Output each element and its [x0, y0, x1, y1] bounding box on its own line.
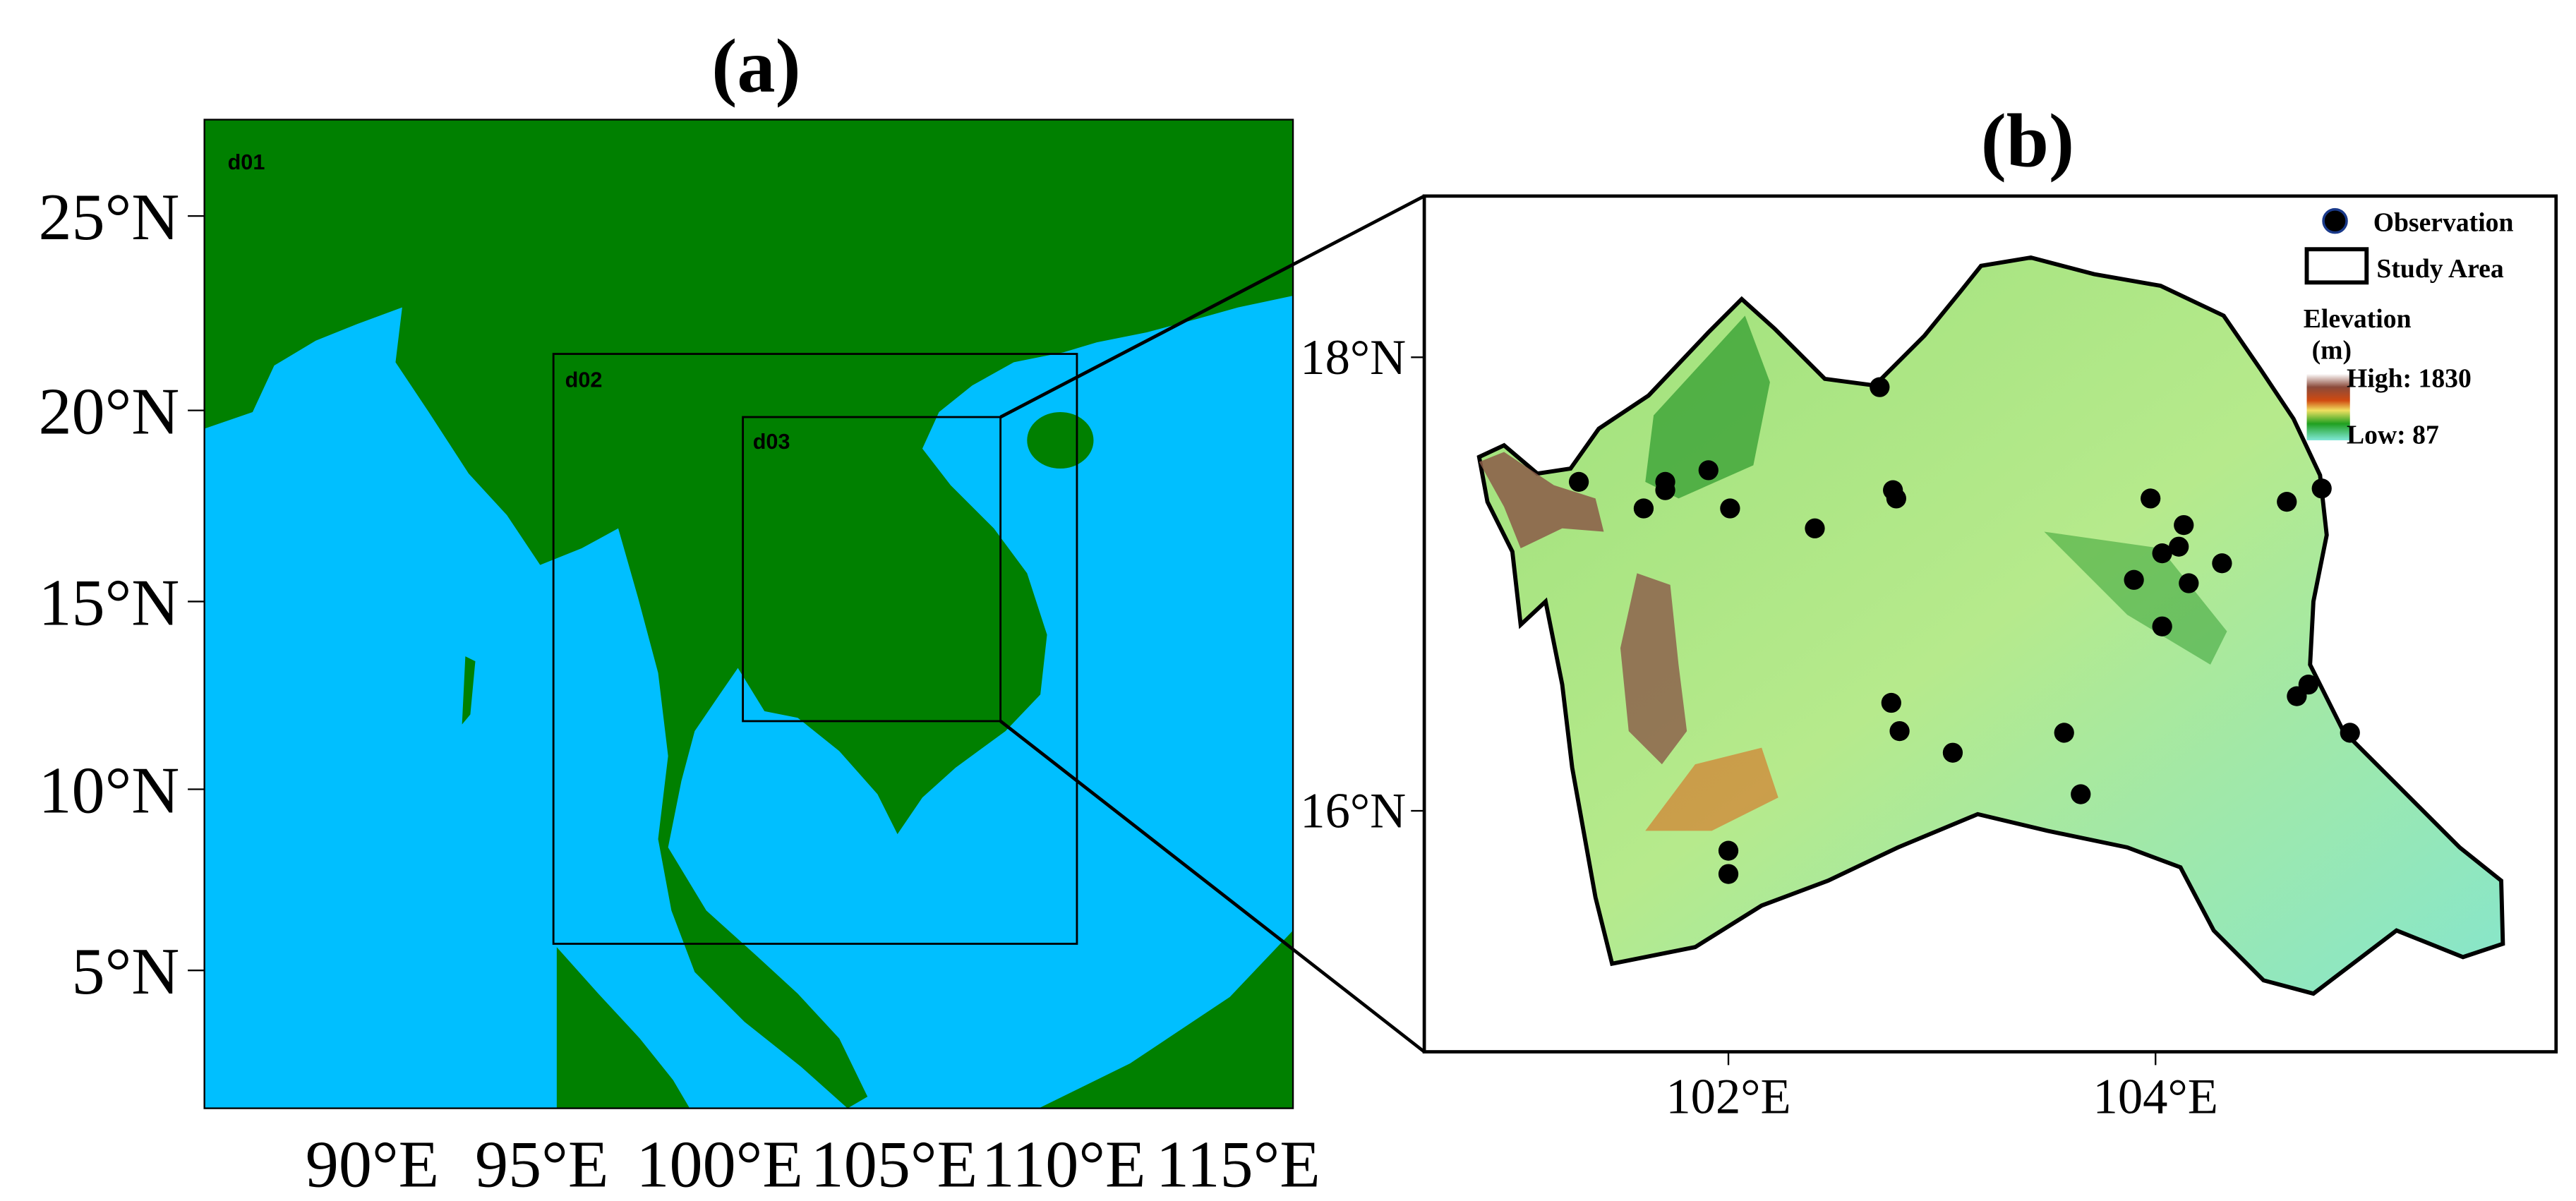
domain-box	[552, 353, 1078, 945]
observation	[1718, 840, 1739, 861]
legend-label: Study Area	[2376, 254, 2503, 284]
x-tick-label: 90°E	[306, 1128, 439, 1201]
highland	[1645, 747, 1778, 831]
panel-label: (a)	[711, 24, 800, 109]
land	[556, 947, 690, 1109]
highland	[1620, 573, 1687, 765]
highland	[1645, 315, 1770, 499]
observation	[2298, 675, 2318, 695]
observation	[1889, 720, 1910, 742]
observation	[1870, 377, 1890, 397]
x-tick-label: 100°E	[636, 1128, 802, 1201]
panel-label: (b)	[1981, 98, 2074, 183]
observations	[1568, 377, 2360, 884]
observation	[2124, 569, 2144, 590]
legend-label: Observation	[2373, 207, 2514, 237]
domain-label: d03	[753, 430, 790, 454]
legend-title: Elevation	[2304, 304, 2412, 334]
x-tick-label: 105°E	[811, 1128, 977, 1201]
x-tick-label: 95°E	[475, 1128, 608, 1201]
observation	[1720, 498, 1740, 519]
observation	[1886, 488, 1906, 509]
legend: Observation Study Area Elevation (m) Hig…	[2304, 207, 2514, 449]
observation	[2054, 723, 2074, 743]
x-tick-label: 115°E	[1156, 1128, 1320, 1201]
x-ticks-a: 90°E 95°E 100°E 105°E 110°E 115°E	[306, 1128, 1320, 1201]
y-tick-label: 15°N	[38, 566, 179, 639]
observation	[1718, 864, 1739, 884]
y-ticks-a: 25°N 20°N 15°N 10°N 5°N	[38, 181, 205, 1008]
observation	[2152, 616, 2172, 636]
observation	[1881, 692, 1901, 713]
y-tick-label: 5°N	[72, 935, 180, 1008]
observation	[2212, 553, 2232, 574]
observation	[2179, 573, 2199, 593]
map-a	[204, 119, 1294, 1109]
land	[1038, 930, 1294, 1109]
x-tick-label: 110°E	[982, 1128, 1146, 1201]
y-tick-label: 10°N	[38, 754, 179, 827]
observation	[1698, 460, 1719, 481]
observation	[1805, 518, 1825, 538]
observation	[2174, 514, 2194, 536]
land	[204, 119, 1294, 1109]
legend-unit: (m)	[2312, 336, 2352, 366]
y-tick-label: 18°N	[1300, 330, 1406, 385]
domain-label: d01	[228, 150, 265, 174]
observation	[1655, 480, 1675, 500]
y-tick-label: 16°N	[1300, 784, 1406, 839]
island	[1027, 411, 1094, 469]
observation	[1568, 471, 1589, 493]
land	[462, 656, 476, 725]
observation	[2152, 543, 2172, 564]
highland	[1479, 452, 1604, 549]
x-ticks-b: 102°E 104°E	[1666, 1051, 2218, 1125]
observation	[2277, 492, 2297, 512]
observation	[2071, 784, 2091, 804]
observation	[2141, 488, 2161, 509]
domain-label: d02	[565, 368, 603, 392]
x-tick-label: 104°E	[2093, 1070, 2218, 1125]
x-tick-label: 102°E	[1666, 1070, 1790, 1125]
observation	[2340, 723, 2360, 743]
domain-box	[742, 416, 1002, 723]
legend-marker	[2322, 207, 2348, 234]
observation	[1942, 742, 1963, 763]
legend-low: Low: 87	[2347, 421, 2439, 450]
highland	[2044, 531, 2227, 665]
legend-marker	[2304, 247, 2369, 285]
zoom-line	[999, 194, 1426, 419]
y-tick-label: 20°N	[38, 375, 179, 449]
zoom-line	[999, 720, 1426, 1054]
observation	[2169, 536, 2189, 557]
y-ticks-b: 18°N 16°N	[1300, 330, 1425, 839]
observation	[1633, 498, 1654, 519]
color-bar	[2306, 373, 2350, 441]
observation	[2311, 478, 2332, 499]
y-tick-label: 25°N	[38, 181, 179, 254]
legend-high: High: 1830	[2347, 364, 2472, 394]
frame	[203, 119, 1294, 1109]
